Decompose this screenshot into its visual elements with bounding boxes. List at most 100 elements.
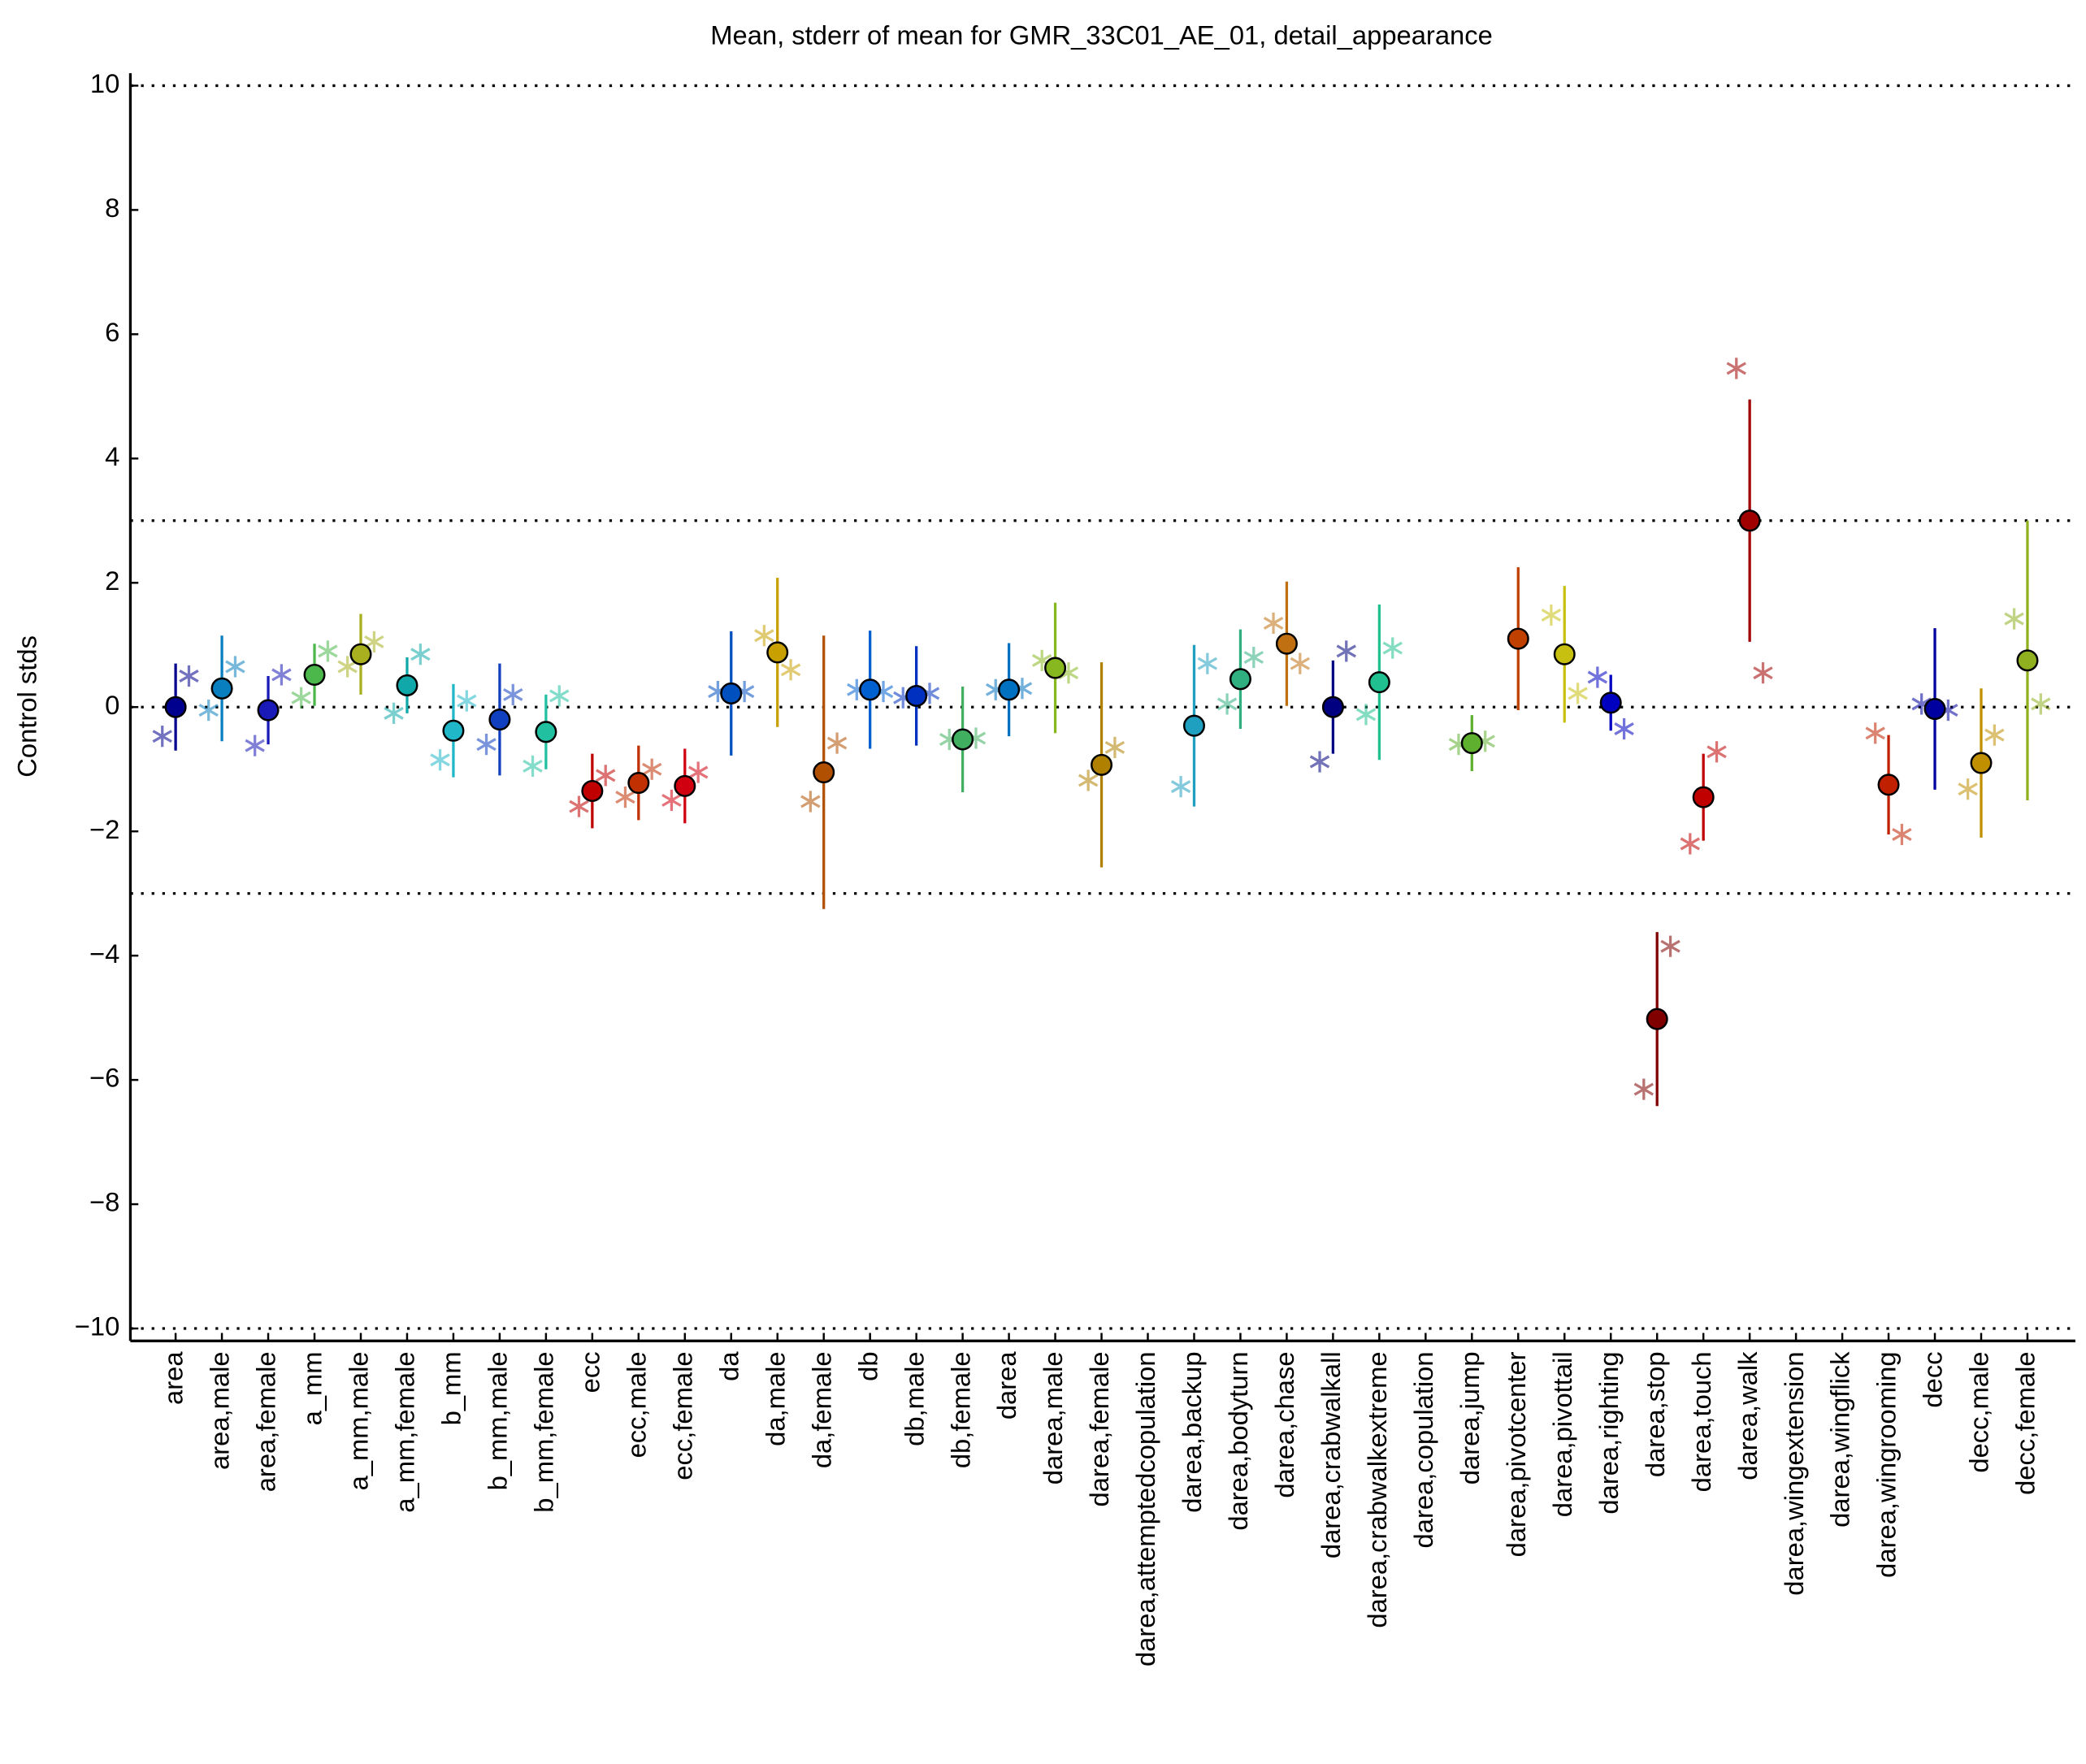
star-marker — [291, 687, 311, 709]
star-stroke — [337, 660, 358, 674]
star-marker — [1587, 666, 1608, 688]
x-tick-label: decc,male — [1964, 1351, 1994, 1472]
x-tick-label: da,male — [760, 1351, 790, 1445]
star-stroke — [2004, 612, 2024, 626]
star-stroke — [1865, 726, 1885, 740]
star-stroke — [523, 759, 543, 773]
star-stroke — [1541, 609, 1562, 622]
star-marker — [1290, 652, 1311, 674]
x-tick-label: ecc,male — [621, 1351, 651, 1458]
star-marker — [1336, 640, 1356, 662]
star-stroke — [754, 629, 774, 643]
star-marker — [800, 791, 821, 813]
y-tick-label: 0 — [105, 690, 119, 720]
star-stroke — [661, 793, 682, 807]
star-stroke — [569, 800, 589, 813]
star-stroke — [1726, 362, 1746, 375]
star-marker — [318, 640, 338, 662]
star-marker — [615, 787, 635, 808]
x-tick-label: darea,attemptedcopulation — [1130, 1351, 1160, 1666]
star-stroke — [1958, 782, 1978, 796]
star-stroke — [1058, 666, 1079, 680]
mean-marker — [905, 684, 928, 707]
star-marker — [754, 625, 774, 647]
mean-marker — [349, 643, 372, 665]
star-marker — [1660, 935, 1681, 957]
star-stroke — [245, 739, 265, 752]
star-stroke — [1382, 641, 1403, 655]
star-marker — [1382, 637, 1403, 659]
mean-marker — [859, 678, 882, 701]
star-marker — [826, 732, 848, 754]
x-tick-label: darea,stop — [1640, 1351, 1670, 1477]
star-marker — [780, 659, 801, 681]
y-tick-label: 8 — [105, 193, 119, 223]
mean-marker — [813, 761, 835, 784]
mean-marker — [1646, 1008, 1668, 1030]
mean-marker — [581, 779, 604, 802]
star-stroke — [1984, 728, 2005, 742]
star-stroke — [780, 663, 801, 677]
star-marker — [1726, 358, 1746, 379]
star-marker — [661, 789, 682, 812]
star-stroke — [1587, 670, 1608, 684]
star-marker — [641, 758, 662, 780]
star-stroke — [1031, 653, 1052, 667]
mean-marker — [442, 719, 465, 742]
x-tick-label: da,female — [806, 1351, 836, 1468]
star-stroke — [364, 635, 384, 648]
star-marker — [198, 699, 219, 722]
star-marker — [179, 665, 199, 687]
star-marker — [1633, 1078, 1654, 1100]
mean-marker — [720, 682, 743, 704]
x-tick-label: ecc,female — [667, 1351, 697, 1480]
mean-marker — [1923, 698, 1946, 721]
star-marker — [457, 690, 477, 712]
star-stroke — [225, 660, 245, 674]
x-tick-label: darea,touch — [1686, 1351, 1716, 1492]
mean-marker — [1738, 509, 1761, 532]
star-marker — [1104, 736, 1125, 759]
x-tick-label: darea,wingflick — [1825, 1351, 1855, 1528]
star-stroke — [687, 765, 709, 779]
star-stroke — [152, 730, 172, 743]
star-marker — [410, 644, 431, 665]
x-tick-label: darea,copulation — [1408, 1351, 1438, 1548]
x-tick-label: darea,jump — [1455, 1351, 1485, 1484]
x-tick-label: db — [852, 1351, 883, 1380]
y-tick-label: 2 — [105, 566, 119, 596]
star-marker — [1892, 823, 1912, 846]
star-marker — [2031, 693, 2051, 715]
star-stroke — [1680, 837, 1701, 851]
chart-title: Mean, stderr of mean for GMR_33C01_AE_01… — [710, 20, 1493, 50]
x-tick-label: ecc — [575, 1351, 605, 1393]
star-marker — [225, 656, 245, 678]
star-stroke — [476, 738, 497, 752]
star-marker — [1309, 751, 1330, 773]
x-tick-label: darea,crabwalkextreme — [1362, 1351, 1392, 1627]
mean-marker — [210, 677, 233, 700]
x-tick-label: darea,bodyturn — [1223, 1351, 1253, 1530]
x-tick-label: darea,pivotcenter — [1501, 1351, 1531, 1557]
x-tick-label: a_mm,male — [344, 1351, 374, 1490]
x-tick-label: b_mm,female — [529, 1351, 559, 1512]
star-marker — [523, 755, 543, 777]
x-tick-label: b_mm,male — [483, 1351, 513, 1490]
mean-marker — [1877, 774, 1900, 796]
star-stroke — [1892, 828, 1912, 841]
star-stroke — [1170, 780, 1191, 794]
star-stroke — [271, 668, 292, 682]
mean-marker — [1321, 696, 1344, 718]
mean-marker — [303, 663, 326, 686]
mean-marker — [1599, 691, 1622, 714]
y-tick-label: −10 — [75, 1311, 120, 1341]
star-stroke — [1633, 1082, 1654, 1096]
star-stroke — [291, 691, 311, 704]
star-marker — [687, 761, 709, 783]
star-stroke — [1707, 745, 1727, 759]
mean-marker — [1182, 714, 1205, 737]
mean-marker — [396, 674, 419, 696]
star-stroke — [1336, 644, 1356, 658]
x-tick-label: area,female — [251, 1351, 281, 1492]
